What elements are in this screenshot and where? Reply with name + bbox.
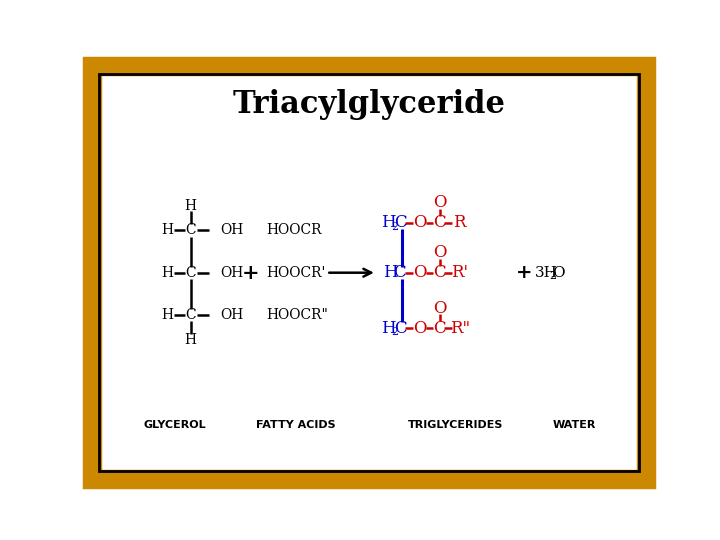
Text: C: C <box>186 308 196 322</box>
Text: OH: OH <box>220 224 243 238</box>
Text: 3H: 3H <box>535 266 558 280</box>
Text: FATTY ACIDS: FATTY ACIDS <box>256 420 336 430</box>
Text: R': R' <box>451 264 468 281</box>
Text: TRIGLYCERIDES: TRIGLYCERIDES <box>408 420 503 430</box>
Text: Triacylglyceride: Triacylglyceride <box>233 89 505 120</box>
Text: O: O <box>413 214 426 231</box>
Text: 2: 2 <box>391 221 398 232</box>
Text: O: O <box>433 194 446 211</box>
Text: H: H <box>185 333 197 347</box>
Text: 2: 2 <box>549 271 556 281</box>
Text: R": R" <box>449 320 469 336</box>
Text: H: H <box>161 266 174 280</box>
Text: GLYCEROL: GLYCEROL <box>144 420 207 430</box>
Text: H: H <box>161 308 174 322</box>
Text: H: H <box>383 264 398 281</box>
Text: R: R <box>454 214 466 231</box>
Text: WATER: WATER <box>553 420 596 430</box>
Text: C: C <box>393 264 405 281</box>
Text: C: C <box>186 224 196 238</box>
Text: C: C <box>395 214 407 231</box>
Text: HOOCR": HOOCR" <box>266 308 328 322</box>
Text: HOOCR': HOOCR' <box>266 266 326 280</box>
Text: HOOCR: HOOCR <box>266 224 323 238</box>
Text: C: C <box>433 214 446 231</box>
Text: H: H <box>381 214 396 231</box>
Text: OH: OH <box>220 266 243 280</box>
Text: O: O <box>433 300 446 316</box>
Text: H: H <box>381 320 396 336</box>
Text: O: O <box>413 264 426 281</box>
Text: OH: OH <box>220 308 243 322</box>
Text: O: O <box>552 266 564 280</box>
Text: O: O <box>413 320 426 336</box>
Text: O: O <box>433 244 446 261</box>
Text: C: C <box>433 320 446 336</box>
Text: +: + <box>516 264 532 282</box>
Text: H: H <box>185 199 197 213</box>
Text: 2: 2 <box>391 327 398 337</box>
Text: C: C <box>395 320 407 336</box>
Text: C: C <box>186 266 196 280</box>
Text: +: + <box>242 262 259 283</box>
Text: C: C <box>433 264 446 281</box>
Text: H: H <box>161 224 174 238</box>
